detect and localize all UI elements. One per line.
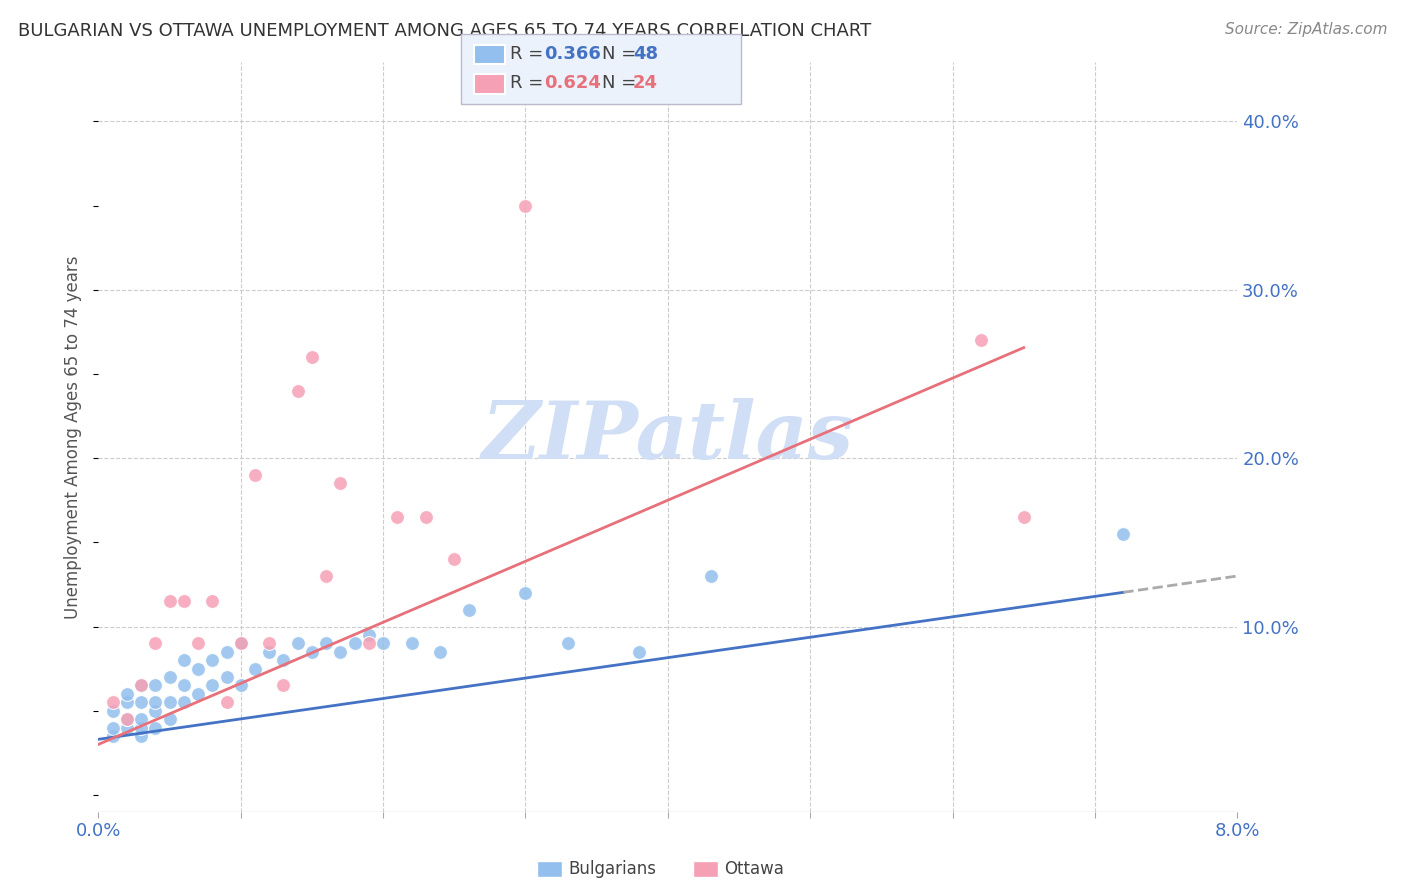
Point — [287, 384, 309, 398]
Point — [243, 662, 266, 676]
Point — [215, 670, 238, 684]
Point — [173, 695, 195, 709]
Text: N =: N = — [602, 74, 641, 92]
Point — [145, 721, 167, 735]
Point — [273, 653, 295, 667]
Point — [259, 636, 281, 650]
Text: 0.624: 0.624 — [544, 74, 600, 92]
Point — [273, 678, 295, 692]
Point — [115, 687, 138, 701]
Point — [145, 678, 167, 692]
Point — [129, 729, 152, 743]
Point — [159, 695, 181, 709]
Text: 24: 24 — [633, 74, 658, 92]
Point — [1012, 510, 1035, 524]
Point — [429, 645, 451, 659]
Point — [187, 636, 209, 650]
Text: N =: N = — [602, 45, 641, 62]
Point — [515, 198, 537, 212]
Point — [201, 678, 224, 692]
Point — [115, 695, 138, 709]
Point — [1112, 527, 1135, 541]
Point — [970, 333, 993, 347]
Point — [101, 721, 124, 735]
Point — [357, 628, 380, 642]
Point — [173, 678, 195, 692]
Text: Bulgarians: Bulgarians — [568, 860, 657, 878]
Point — [115, 721, 138, 735]
Point — [173, 594, 195, 608]
Point — [129, 721, 152, 735]
Point — [145, 704, 167, 718]
Point — [415, 510, 437, 524]
Text: R =: R = — [510, 74, 550, 92]
Point — [129, 695, 152, 709]
Point — [129, 712, 152, 726]
Point — [315, 569, 337, 583]
Point — [115, 712, 138, 726]
Point — [229, 678, 252, 692]
Point — [301, 645, 323, 659]
Point — [215, 695, 238, 709]
Text: ZIPatlas: ZIPatlas — [482, 399, 853, 475]
Text: Source: ZipAtlas.com: Source: ZipAtlas.com — [1225, 22, 1388, 37]
Point — [343, 636, 366, 650]
Point — [357, 636, 380, 650]
Point — [215, 645, 238, 659]
Point — [457, 602, 479, 616]
Point — [145, 636, 167, 650]
Point — [401, 636, 423, 650]
Point — [159, 670, 181, 684]
Point — [557, 636, 579, 650]
Point — [201, 594, 224, 608]
Text: 0.366: 0.366 — [544, 45, 600, 62]
Point — [201, 653, 224, 667]
Point — [129, 678, 152, 692]
Point — [173, 653, 195, 667]
Text: R =: R = — [510, 45, 550, 62]
Point — [145, 695, 167, 709]
Point — [243, 467, 266, 482]
Text: 48: 48 — [633, 45, 658, 62]
Point — [159, 712, 181, 726]
Point — [115, 712, 138, 726]
Point — [315, 636, 337, 650]
Text: BULGARIAN VS OTTAWA UNEMPLOYMENT AMONG AGES 65 TO 74 YEARS CORRELATION CHART: BULGARIAN VS OTTAWA UNEMPLOYMENT AMONG A… — [18, 22, 872, 40]
Point — [187, 687, 209, 701]
Point — [515, 586, 537, 600]
Point — [101, 729, 124, 743]
Y-axis label: Unemployment Among Ages 65 to 74 years: Unemployment Among Ages 65 to 74 years — [65, 255, 83, 619]
Point — [329, 645, 352, 659]
Point — [229, 636, 252, 650]
Point — [259, 645, 281, 659]
Point — [187, 662, 209, 676]
Text: Ottawa: Ottawa — [724, 860, 785, 878]
Point — [699, 569, 721, 583]
Point — [287, 636, 309, 650]
Point — [387, 510, 409, 524]
Point — [159, 594, 181, 608]
Point — [371, 636, 394, 650]
Point — [101, 695, 124, 709]
Point — [229, 636, 252, 650]
Point — [628, 645, 651, 659]
Point — [443, 552, 465, 566]
Point — [301, 350, 323, 364]
Point — [101, 704, 124, 718]
Point — [129, 678, 152, 692]
Point — [329, 476, 352, 491]
